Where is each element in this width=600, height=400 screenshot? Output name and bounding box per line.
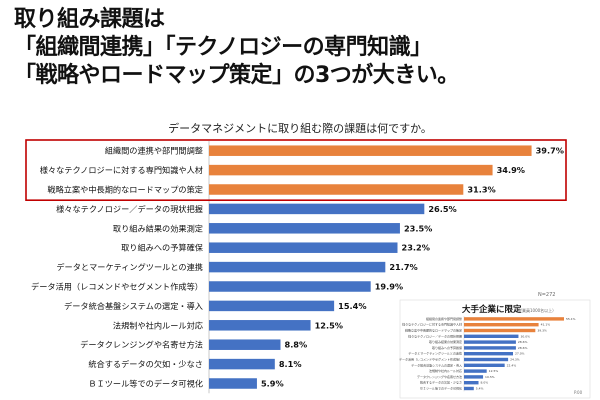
sample-size-note: N=272 xyxy=(538,292,555,298)
category-label-5: 取り組み結果の効果測定 xyxy=(113,223,203,233)
value-label-3: 31.3% xyxy=(467,185,495,195)
value-label-5: 23.5% xyxy=(404,223,432,233)
value-label-4: 26.5% xyxy=(428,204,456,214)
inset-bar-8 xyxy=(464,357,509,362)
bar-1 xyxy=(209,145,532,156)
bar-9 xyxy=(209,300,335,312)
inset-value-label-1: 55.1% xyxy=(566,317,576,321)
bar-5 xyxy=(209,223,400,234)
inset-bar-9 xyxy=(464,363,505,367)
bar-10 xyxy=(209,320,311,331)
inset-value-label-8: 24.3% xyxy=(510,358,520,362)
slide-title-line-3: 「戦略やロードマップ策定」の3つが大きい。 xyxy=(14,63,459,88)
value-label-8: 19.9% xyxy=(375,282,403,292)
bar-3 xyxy=(209,184,464,195)
value-label-1: 39.7% xyxy=(536,146,564,156)
slide-title-line-1: 取り組み課題は xyxy=(14,7,165,32)
inset-value-label-4: 30.0% xyxy=(520,334,530,338)
slide-title-line-2: 「組織間連携」「テクノロジーの専門知識」 xyxy=(14,35,432,60)
inset-bar-11 xyxy=(464,375,484,379)
bar-12 xyxy=(209,358,275,370)
inset-category-label-7: データとマーケティングツールとの連携 xyxy=(408,351,462,356)
bar-7 xyxy=(209,261,386,273)
inset-bar-6 xyxy=(464,346,516,350)
category-label-6: 取り組みへの予算確保 xyxy=(121,243,204,253)
inset-bar-10 xyxy=(464,369,487,373)
highlight-frame xyxy=(25,139,567,202)
inset-category-label-9: データ統合基盤システムの選定・導入 xyxy=(411,362,462,367)
inset-category-label-13: ＢＩツール等でのデータ可視化 xyxy=(420,386,462,391)
value-label-12: 8.1% xyxy=(279,359,302,369)
inset-value-label-7: 27.0% xyxy=(515,352,525,356)
inset-value-label-9: 22.4% xyxy=(507,363,517,367)
inset-value-label-13: 5.4% xyxy=(476,387,484,391)
value-label-13: 5.9% xyxy=(261,379,284,389)
bar-4 xyxy=(209,203,425,215)
inset-value-label-3: 39.3% xyxy=(537,329,547,333)
category-label-1: 組織間の連携や部門間調整 xyxy=(105,146,203,156)
bar-2 xyxy=(209,164,493,176)
inset-title: 大手企業に限定 xyxy=(462,304,522,315)
inset-value-label-12: 8.0% xyxy=(481,381,489,385)
inset-bar-2 xyxy=(464,323,539,327)
value-label-9: 15.4% xyxy=(338,301,366,311)
inset-bar-12 xyxy=(464,381,479,385)
inset-category-label-4: 様々なテクノロジー／データの現状把握 xyxy=(408,333,462,338)
chart-title: データマネジメントに取り組む際の課題は何ですか。 xyxy=(168,122,432,135)
bar-8 xyxy=(209,281,371,292)
category-label-11: データクレンジングや名寄せ方法 xyxy=(80,340,203,350)
inset-category-label-11: データクレンジングや名寄せ方法 xyxy=(417,374,462,379)
slide-title: 取り組み課題は 「組織間連携」「テクノロジーの専門知識」 「戦略やロードマップ策… xyxy=(14,6,594,90)
inset-category-label-6: 取り組みへの予算確保 xyxy=(432,345,462,350)
category-label-13: ＢＩツール等でのデータ可視化 xyxy=(88,379,203,389)
category-label-8: データ活用（レコメンドやセグメント作成等） xyxy=(31,282,203,292)
category-label-4: 様々なテクノロジー／データの現状把握 xyxy=(56,204,203,214)
category-label-9: データ統合基盤システムの選定・導入 xyxy=(64,301,203,311)
bar-13 xyxy=(209,378,257,389)
inset-value-label-2: 41.1% xyxy=(541,323,551,327)
inset-category-label-8: データ活用（レコメンドやセグメント作成等） xyxy=(399,357,462,362)
inset-bar-4 xyxy=(464,334,519,338)
inset-value-label-5: 28.6% xyxy=(518,340,528,344)
inset-category-label-5: 取り組み結果の効果測定 xyxy=(429,339,462,344)
value-label-7: 21.7% xyxy=(389,262,417,272)
category-label-10: 法規制や社内ルール対応 xyxy=(113,320,203,330)
inset-bar-13 xyxy=(464,386,474,391)
bar-11 xyxy=(209,339,281,350)
value-label-11: 8.8% xyxy=(285,340,308,350)
category-label-2: 様々なテクノロジーに対する専門知識や人材 xyxy=(40,165,203,175)
category-label-12: 統合するデータの欠如・少なさ xyxy=(88,359,203,369)
inset-value-label-11: 10.5% xyxy=(485,375,495,379)
category-label-7: データとマーケティングツールとの連携 xyxy=(56,262,203,272)
inset-category-label-3: 戦略立案や中長期的なロードマップの策定 xyxy=(405,328,462,333)
page-number: P.00 xyxy=(574,390,583,395)
inset-bar-3 xyxy=(464,328,536,333)
inset-bar-1 xyxy=(464,317,564,321)
inset-category-label-2: 様々なテクノロジーに対する専門知識や人材 xyxy=(402,322,462,327)
bar-6 xyxy=(209,242,398,253)
inset-value-label-10: 12.5% xyxy=(489,369,499,373)
inset-category-label-1: 組織間の連携や部門間調整 xyxy=(426,316,462,321)
inset-subtitle: （従業員1000名以上） xyxy=(514,307,556,313)
inset-category-label-12: 統合するデータの欠如・少なさ xyxy=(420,380,462,385)
value-label-2: 34.9% xyxy=(497,165,525,175)
inset-bar-7 xyxy=(464,352,514,356)
value-label-6: 23.2% xyxy=(402,243,430,253)
category-label-3: 戦略立案や中長期的なロードマップの策定 xyxy=(47,185,203,195)
inset-bar-5 xyxy=(464,340,516,344)
inset-value-label-6: 28.6% xyxy=(518,346,528,350)
inset-category-label-10: 法規制や社内ルール対応 xyxy=(429,368,462,373)
value-label-10: 12.5% xyxy=(315,320,343,330)
